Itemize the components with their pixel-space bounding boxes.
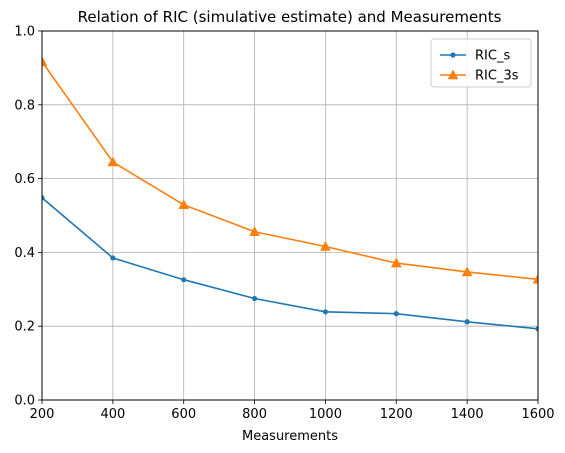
series-line: [42, 197, 538, 330]
legend-label: RIC_3s: [475, 69, 519, 84]
data-point: [107, 156, 119, 167]
x-tick-label: 200: [30, 407, 55, 422]
x-tick-label: 1000: [309, 407, 342, 422]
data-point: [535, 326, 538, 332]
series-line: [42, 61, 538, 281]
data-point: [322, 309, 329, 315]
data-point: [390, 257, 402, 268]
data-point: [461, 266, 473, 277]
y-tick-label: 0.0: [14, 394, 35, 409]
x-tick-label: 800: [242, 407, 267, 422]
data-point: [178, 199, 190, 210]
x-tick-label: 400: [100, 407, 125, 422]
data-point: [42, 195, 45, 201]
data-point: [249, 226, 260, 236]
series-RIC_s: [42, 195, 538, 332]
y-tick-label: 0.2: [14, 320, 35, 335]
legend: RIC_s RIC_3s: [430, 38, 532, 88]
data-point: [251, 295, 258, 302]
legend-item: RIC_3s: [440, 69, 519, 84]
legend-marker: [450, 52, 456, 58]
axis-ticks: 200 400 600 800 1000 1200 1400 1600 0.0 0.2 0.4 0.6…: [14, 25, 554, 423]
plot-frame: [41, 30, 539, 401]
legend-item: RIC_s: [440, 49, 510, 64]
data-point: [42, 56, 48, 66]
chart-title: Relation of RIC (simulative estimate) an…: [78, 8, 502, 26]
data-point: [110, 255, 116, 261]
x-tick-label: 1600: [521, 407, 554, 422]
y-tick-label: 0.6: [14, 172, 35, 187]
series-RIC_3s: [42, 56, 538, 284]
data-point: [532, 273, 538, 284]
data-point: [320, 240, 331, 251]
x-axis-label: Measurements: [242, 429, 338, 444]
x-tick-label: 1200: [380, 407, 413, 422]
data-point: [181, 277, 187, 283]
data-point: [393, 311, 399, 317]
y-tick-label: 0.8: [14, 98, 35, 113]
y-tick-label: 0.4: [14, 246, 35, 261]
x-tick-label: 1400: [451, 407, 484, 422]
legend-marker: [447, 69, 459, 80]
x-tick-label: 600: [171, 407, 196, 422]
legend-label: RIC_s: [475, 49, 510, 64]
series-group: [42, 56, 538, 332]
y-tick-label: 1.0: [14, 25, 35, 40]
data-point: [464, 319, 470, 325]
